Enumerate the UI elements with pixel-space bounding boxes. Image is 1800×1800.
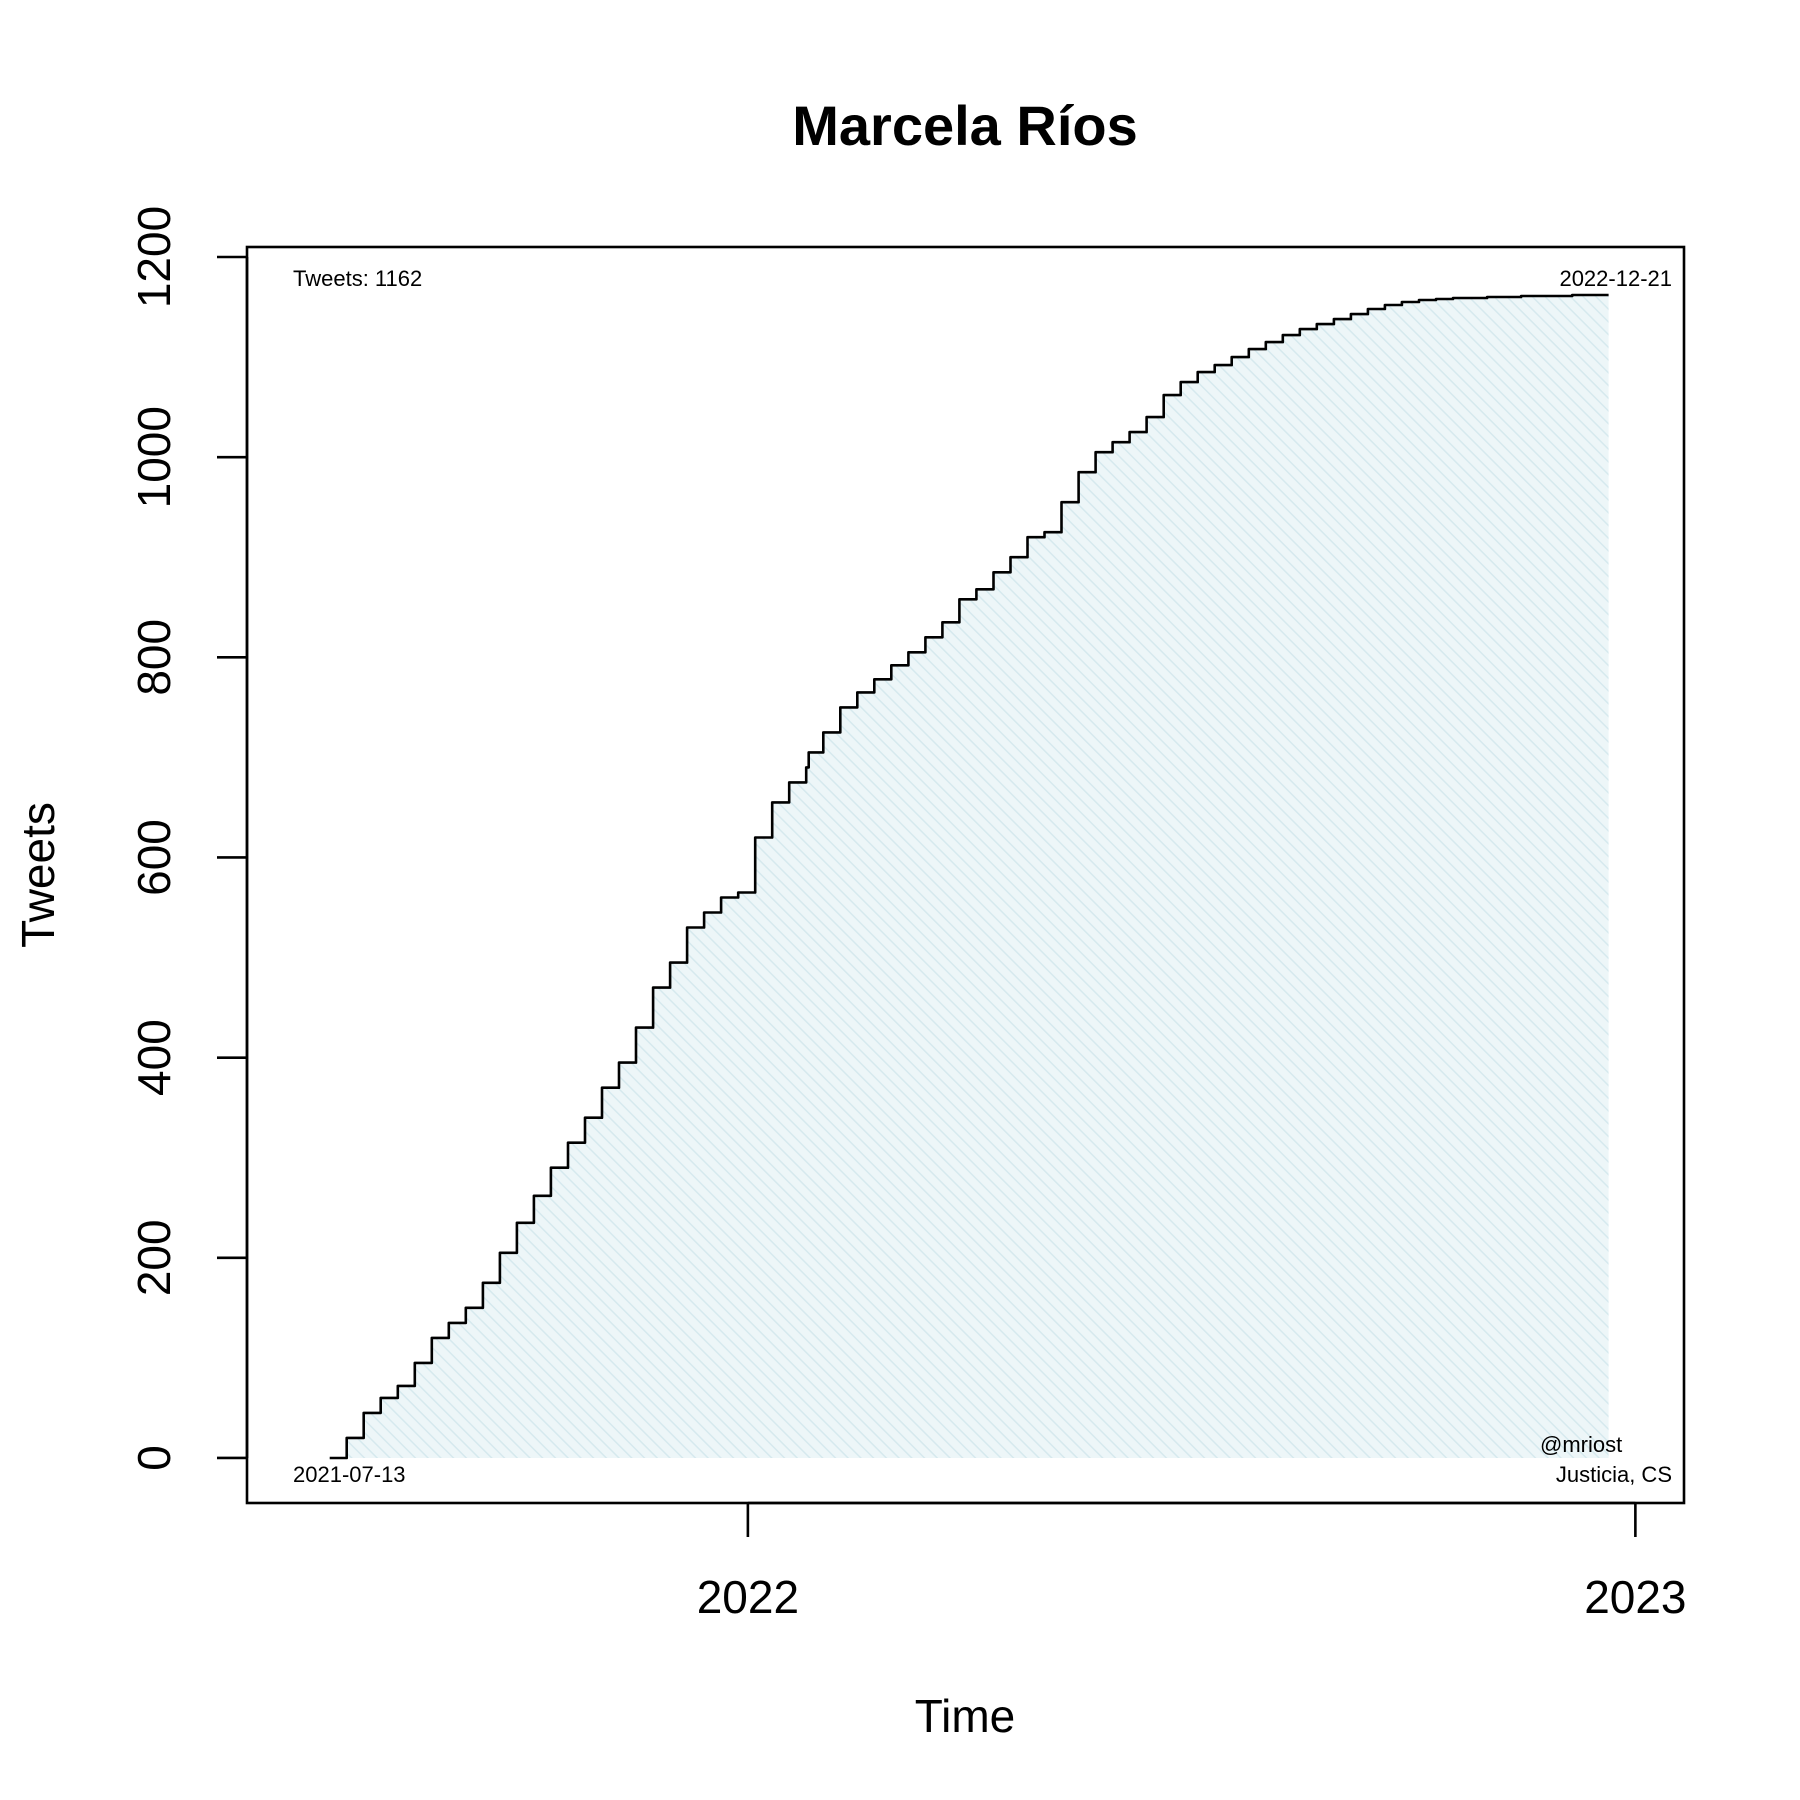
x-tick-label: 2022 bbox=[697, 1571, 799, 1623]
affiliation-annotation: Justicia, CS bbox=[1556, 1462, 1672, 1487]
x-tick-label: 2023 bbox=[1584, 1571, 1686, 1623]
y-tick-label: 400 bbox=[128, 1019, 180, 1096]
y-tick-label: 800 bbox=[128, 619, 180, 696]
cumulative-area-fill bbox=[329, 295, 1609, 1458]
plot-area bbox=[329, 293, 1609, 1460]
x-axis: 2022 2023 bbox=[697, 1501, 1687, 1623]
y-tick-label: 1000 bbox=[128, 406, 180, 508]
y-tick-label: 1200 bbox=[128, 206, 180, 308]
tweet-count-annotation: Tweets: 1162 bbox=[293, 266, 422, 291]
y-tick-label: 0 bbox=[128, 1445, 180, 1471]
x-axis-label: Time bbox=[915, 1690, 1016, 1742]
start-date-annotation: 2021-07-13 bbox=[293, 1462, 406, 1487]
y-tick-label: 200 bbox=[128, 1219, 180, 1296]
y-axis-label: Tweets bbox=[12, 802, 64, 948]
y-tick-label: 600 bbox=[128, 819, 180, 896]
chart-title: Marcela Ríos bbox=[792, 94, 1138, 157]
cumulative-tweets-line bbox=[329, 293, 1609, 1460]
handle-annotation: @mriost bbox=[1540, 1432, 1622, 1457]
end-date-annotation: 2022-12-21 bbox=[1559, 266, 1672, 291]
y-axis: 0 200 400 600 800 1000 1200 bbox=[128, 206, 249, 1471]
